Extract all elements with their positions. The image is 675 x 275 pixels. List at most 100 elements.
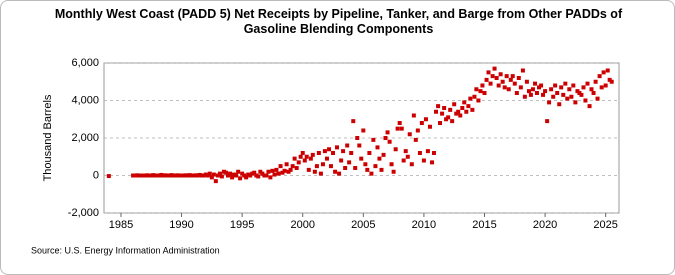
data-point (534, 91, 539, 95)
data-point (563, 81, 568, 86)
chart-title: Monthly West Coast (PADD 5) Net Receipts… (54, 7, 623, 36)
x-tick-label: 2015 (472, 219, 496, 231)
data-point (597, 74, 602, 79)
data-point (373, 164, 378, 169)
data-point (518, 85, 523, 90)
data-point (411, 113, 416, 118)
data-point (577, 91, 582, 95)
data-point (349, 151, 354, 155)
data-point (270, 168, 275, 173)
data-point (131, 173, 136, 178)
data-point (371, 137, 376, 142)
data-point (363, 162, 368, 167)
data-point (545, 119, 550, 124)
data-point (304, 154, 309, 159)
data-point (494, 76, 499, 80)
data-point (514, 91, 519, 95)
data-point (266, 169, 271, 174)
data-point (290, 164, 295, 169)
data-point (351, 119, 356, 124)
data-point (328, 164, 333, 169)
data-point (587, 104, 592, 109)
data-point (294, 166, 299, 170)
data-point (551, 94, 556, 99)
data-point (221, 169, 226, 174)
data-point (486, 70, 491, 75)
data-point (547, 100, 552, 105)
data-point (155, 173, 160, 178)
data-point (147, 173, 152, 178)
data-point (324, 156, 329, 161)
data-point (516, 76, 521, 80)
data-point (492, 66, 497, 71)
data-point (397, 121, 402, 125)
data-point (219, 174, 224, 179)
data-point (385, 130, 390, 135)
x-tick-label: 1990 (169, 219, 193, 231)
data-point (262, 173, 267, 178)
data-point (302, 158, 307, 163)
data-point (161, 173, 166, 178)
data-point (543, 89, 548, 94)
data-point (399, 126, 404, 131)
data-point (361, 128, 366, 133)
data-point (567, 87, 572, 92)
data-point (458, 113, 463, 118)
data-point (203, 172, 208, 177)
data-point (472, 94, 477, 99)
data-point (500, 79, 505, 84)
data-point (480, 83, 485, 88)
data-point (228, 171, 233, 176)
data-point (268, 175, 273, 180)
data-point (173, 173, 178, 178)
data-point (470, 107, 475, 112)
y-axis-label: Thousand Barrels (42, 94, 54, 181)
x-tick-label: 1995 (230, 219, 254, 231)
data-point (149, 173, 154, 178)
data-point (419, 121, 424, 125)
y-tick-label: -2,000 (68, 207, 99, 219)
data-point (506, 87, 511, 92)
data-point (244, 175, 249, 180)
data-point (407, 132, 412, 137)
data-point (559, 85, 564, 90)
data-point (504, 74, 509, 79)
data-point (171, 173, 176, 178)
data-point (450, 119, 455, 124)
data-point (143, 173, 148, 178)
data-point (579, 92, 584, 97)
data-point (375, 145, 380, 150)
data-point (462, 100, 467, 105)
data-point (256, 174, 261, 179)
data-point (561, 92, 566, 97)
data-point (387, 139, 392, 144)
data-point (197, 172, 202, 177)
data-point (440, 111, 445, 116)
data-point (603, 83, 608, 88)
data-point (409, 162, 414, 167)
data-point (434, 109, 439, 114)
data-point (498, 72, 503, 77)
x-tick-label: 2005 (351, 219, 375, 231)
data-point (512, 81, 517, 86)
data-point (448, 107, 453, 112)
data-point (539, 83, 544, 88)
data-point (341, 149, 346, 154)
data-point (264, 173, 269, 178)
data-point (185, 173, 190, 178)
data-point (234, 173, 239, 178)
data-point (476, 98, 481, 103)
data-point (298, 154, 303, 159)
data-point (314, 164, 319, 169)
data-point (389, 162, 394, 167)
data-point (159, 172, 164, 177)
data-point (557, 102, 562, 107)
data-point (541, 92, 546, 97)
data-point (207, 171, 212, 176)
data-point (537, 85, 542, 90)
data-point (308, 156, 313, 161)
data-point (183, 173, 188, 178)
data-point (252, 170, 257, 175)
data-point (466, 104, 471, 109)
data-point (589, 87, 594, 92)
